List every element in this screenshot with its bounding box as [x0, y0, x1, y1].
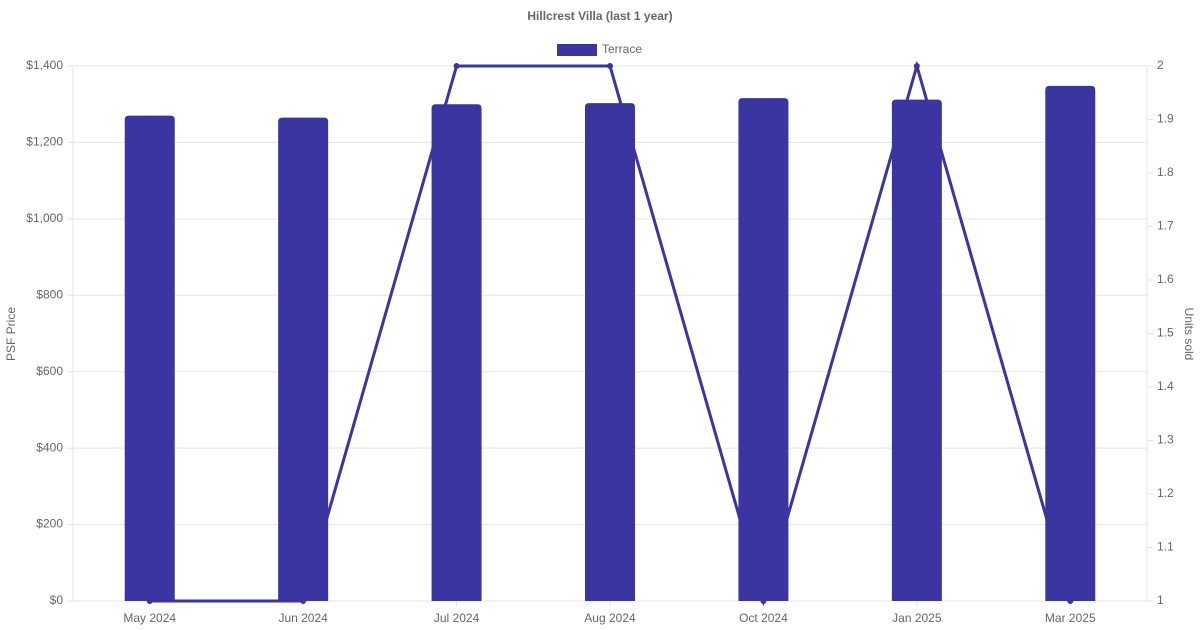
line-point — [760, 598, 767, 604]
y2-tick-label: 1.6 — [1157, 272, 1174, 286]
x-tick-label: Jan 2025 — [892, 611, 942, 625]
line-point — [300, 598, 307, 604]
y-tick-label: $200 — [36, 517, 63, 531]
y2-tick-label: 1.8 — [1157, 165, 1174, 179]
y-tick-label: $800 — [36, 287, 63, 301]
y2-tick-label: 1.5 — [1157, 326, 1174, 340]
x-tick-label: Oct 2024 — [739, 611, 788, 625]
line-point — [1067, 598, 1074, 604]
y-tick-label: $1,400 — [26, 58, 63, 72]
y2-tick-label: 2 — [1157, 58, 1164, 72]
x-tick-label: May 2024 — [123, 611, 176, 625]
bar — [1045, 85, 1096, 601]
bar — [585, 103, 635, 601]
bar — [278, 117, 329, 601]
line-point — [146, 598, 153, 604]
y-tick-label: $600 — [36, 364, 63, 378]
x-tick-label: Mar 2025 — [1045, 611, 1096, 625]
bar — [124, 115, 175, 601]
y2-tick-label: 1.7 — [1157, 219, 1174, 233]
x-tick-label: Jun 2024 — [278, 611, 328, 625]
line-point — [607, 63, 613, 69]
y2-tick-label: 1.3 — [1157, 433, 1174, 447]
bar — [738, 98, 789, 601]
y2-tick-label: 1.4 — [1157, 379, 1174, 393]
y2-tick-label: 1.9 — [1157, 112, 1174, 126]
line-point — [453, 63, 460, 69]
y2-tick-label: 1.1 — [1157, 540, 1174, 554]
y-tick-label: $0 — [50, 593, 64, 607]
y2-tick-label: 1 — [1157, 593, 1164, 607]
y-axis-label: PSF Price — [4, 307, 18, 361]
chart-title: Hillcrest Villa (last 1 year) — [527, 9, 672, 23]
legend-label: Terrace — [602, 42, 642, 56]
y2-axis-label: Units sold — [1182, 308, 1196, 361]
legend-swatch — [557, 44, 597, 56]
bar — [431, 104, 482, 601]
line-point — [913, 63, 920, 69]
y-tick-label: $400 — [36, 440, 63, 454]
x-tick-label: Aug 2024 — [584, 611, 636, 625]
y2-tick-label: 1.2 — [1157, 486, 1174, 500]
y-tick-label: $1,000 — [26, 211, 63, 225]
y-tick-label: $1,200 — [26, 135, 63, 149]
bar — [891, 99, 942, 601]
x-tick-label: Jul 2024 — [434, 611, 480, 625]
